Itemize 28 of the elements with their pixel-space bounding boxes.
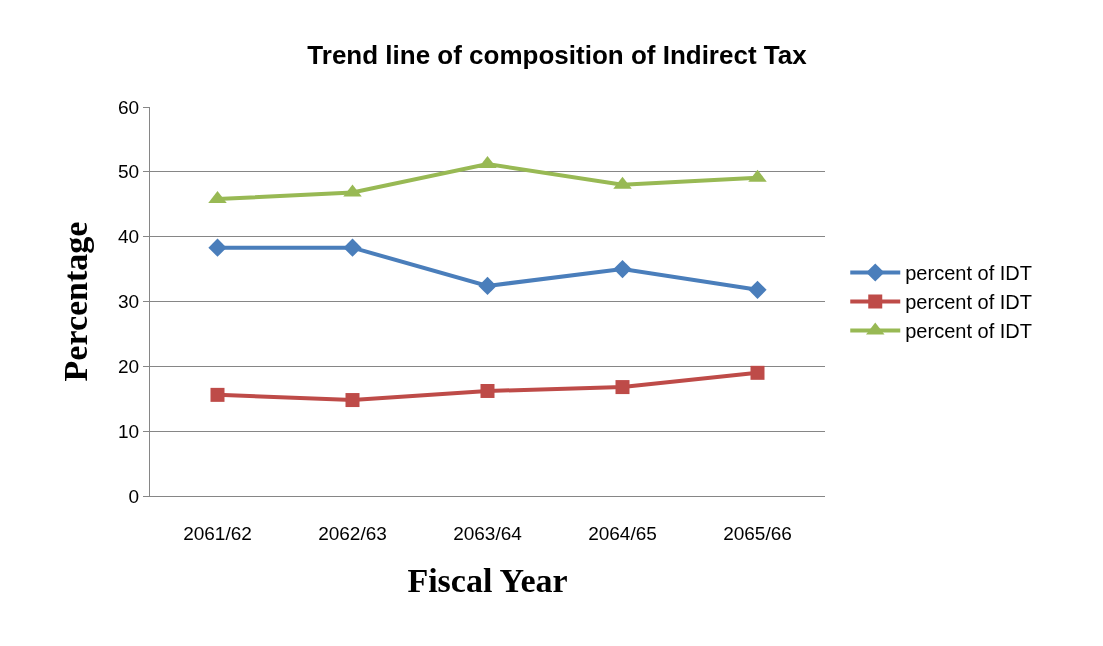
point <box>343 238 362 257</box>
y-axis-title: Percentage <box>56 221 94 382</box>
point <box>478 276 497 296</box>
legend-label: percent of IDT <box>905 320 1032 343</box>
x-tick-label: 2062/63 <box>318 522 387 544</box>
y-tick-label: 0 <box>128 485 140 507</box>
point <box>208 238 227 257</box>
chart-title: Trend line of composition of Indirect Tax <box>307 40 808 71</box>
x-tick-label: 2063/64 <box>453 522 523 544</box>
x-axis-title: Fiscal Year <box>407 562 568 600</box>
y-tick-label: 20 <box>118 355 140 377</box>
y-tick-label: 10 <box>118 420 140 442</box>
y-tick-label: 40 <box>118 226 140 248</box>
y-tick-label: 60 <box>118 96 140 118</box>
point <box>748 280 767 299</box>
point <box>613 259 632 279</box>
x-tick-label: 2061/62 <box>183 522 252 544</box>
point <box>615 380 630 395</box>
y-tick-label: 30 <box>118 291 140 313</box>
x-tick-label: 2065/66 <box>723 522 792 544</box>
point <box>480 383 495 398</box>
y-tick-label: 50 <box>118 161 140 183</box>
point <box>345 393 360 408</box>
x-tick-label: 2064/65 <box>588 522 657 544</box>
point <box>750 365 765 380</box>
point <box>210 387 225 402</box>
legend-label: percent of IDT <box>905 291 1032 314</box>
legend-label: percent of IDT <box>905 262 1032 285</box>
